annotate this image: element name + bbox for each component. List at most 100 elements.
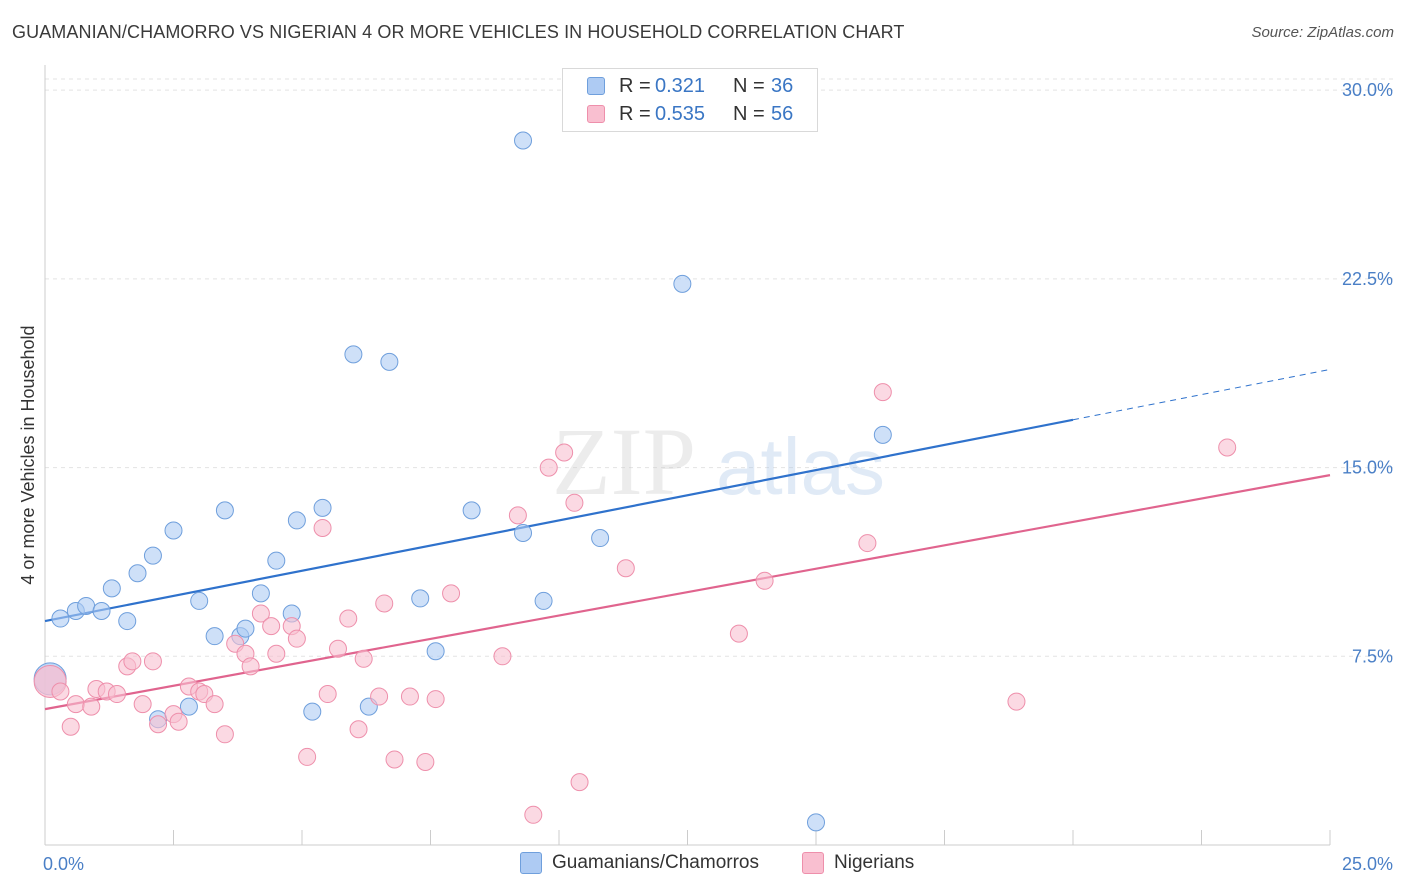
data-point-series-1[interactable] [66, 695, 85, 714]
data-point-series-1[interactable] [493, 647, 512, 666]
data-point-series-0[interactable] [92, 602, 111, 620]
data-point-series-0[interactable] [143, 546, 162, 565]
data-point-series-1[interactable] [873, 383, 892, 402]
data-point-series-1[interactable] [61, 717, 80, 736]
data-point-series-1[interactable] [1007, 692, 1026, 711]
data-point-series-1[interactable] [508, 506, 527, 525]
data-point-series-1[interactable] [385, 750, 404, 769]
data-point-series-1[interactable] [416, 752, 435, 771]
data-point-series-0[interactable] [205, 627, 224, 646]
data-point-series-1[interactable] [143, 652, 162, 671]
legend-n-label: N = [733, 102, 765, 125]
data-point-series-1[interactable] [328, 639, 347, 658]
data-point-series-1[interactable] [251, 604, 270, 623]
trend-line-0 [44, 418, 1074, 623]
data-point-series-0[interactable] [873, 425, 892, 444]
data-point-series-0[interactable] [807, 813, 825, 832]
data-point-series-1[interactable] [241, 657, 260, 676]
data-point-series-1[interactable] [298, 747, 317, 766]
data-point-series-1[interactable] [858, 534, 877, 553]
data-point-series-0[interactable] [313, 498, 332, 517]
legend-r-label: R = [619, 102, 651, 125]
data-point-series-0[interactable] [411, 589, 430, 608]
data-point-series-1[interactable] [400, 687, 419, 706]
data-point-series-0[interactable] [534, 591, 553, 610]
y-tick-label: 30.0% [1342, 80, 1393, 100]
bottom-legend-label: Guamanians/Chamorros [552, 852, 759, 873]
data-point-series-0[interactable] [380, 352, 399, 371]
data-point-series-1[interactable] [370, 687, 389, 706]
legend-swatch-nigerian [587, 105, 605, 123]
data-point-series-0[interactable] [287, 511, 306, 530]
bottom-legend-guamanian[interactable]: Guamanians/Chamorros [520, 852, 759, 874]
data-point-series-1[interactable] [82, 697, 101, 716]
data-point-series-0[interactable] [251, 584, 270, 603]
y-tick-label: 7.5% [1352, 646, 1393, 666]
data-point-series-0[interactable] [462, 501, 481, 520]
data-point-series-1[interactable] [1218, 438, 1237, 457]
bottom-legend-label: Nigerians [834, 852, 915, 873]
bottom-legend-nigerian[interactable]: Nigerians [802, 852, 914, 874]
data-point-series-0[interactable] [51, 609, 70, 628]
data-point-series-0[interactable] [267, 551, 286, 570]
data-point-series-1[interactable] [539, 458, 558, 477]
source-label: Source: ZipAtlas.com [1251, 24, 1394, 41]
data-point-series-1[interactable] [205, 695, 224, 714]
data-point-series-1[interactable] [616, 559, 635, 578]
data-point-series-1[interactable] [51, 682, 70, 701]
data-point-series-1[interactable] [755, 571, 774, 590]
trend-line-1 [44, 474, 1331, 711]
data-point-series-0[interactable] [236, 619, 255, 638]
data-point-series-1[interactable] [339, 609, 358, 628]
data-point-series-1[interactable] [133, 695, 152, 714]
data-points [33, 131, 1237, 832]
data-point-series-1[interactable] [215, 725, 234, 744]
data-point-series-0[interactable] [673, 274, 692, 293]
data-point-series-0[interactable] [426, 642, 445, 661]
data-point-series-1[interactable] [267, 644, 286, 663]
data-point-series-1[interactable] [149, 715, 168, 734]
legend-r-value: 0.321 [655, 74, 706, 97]
y-tick-label: 15.0% [1342, 458, 1393, 478]
gridlines [45, 78, 1394, 657]
data-point-series-1[interactable] [524, 805, 543, 824]
data-point-series-1[interactable] [318, 685, 337, 704]
data-point-series-1[interactable] [565, 493, 584, 512]
legend-n-label: N = [733, 74, 765, 97]
data-point-series-0[interactable] [514, 131, 533, 150]
data-point-series-0[interactable] [344, 345, 363, 364]
data-point-series-1[interactable] [426, 690, 445, 709]
data-point-series-1[interactable] [349, 720, 368, 739]
data-point-series-0[interactable] [128, 564, 147, 583]
data-point-series-0[interactable] [190, 591, 209, 610]
data-point-series-0[interactable] [591, 529, 610, 548]
data-point-series-0[interactable] [303, 702, 322, 721]
chart-title: GUAMANIAN/CHAMORRO VS NIGERIAN 4 OR MORE… [12, 22, 905, 42]
legend-r-value: 0.535 [655, 102, 706, 125]
data-point-series-1[interactable] [287, 629, 306, 648]
data-point-series-0[interactable] [77, 596, 96, 615]
data-point-series-1[interactable] [354, 649, 373, 668]
data-point-series-1[interactable] [375, 594, 394, 613]
data-point-series-1[interactable] [555, 443, 574, 462]
data-point-series-1[interactable] [123, 652, 142, 671]
trend-lines [44, 368, 1331, 711]
y-tick-labels: 7.5% 15.0% 22.5% 30.0% [1342, 80, 1393, 666]
data-point-series-0[interactable] [118, 612, 137, 631]
data-point-series-1[interactable] [570, 773, 589, 792]
y-tick-label: 22.5% [1342, 269, 1393, 289]
data-point-series-1[interactable] [107, 685, 126, 704]
data-point-series-0[interactable] [102, 579, 121, 598]
data-point-series-0[interactable] [164, 521, 183, 540]
trend-line-extension-0 [1072, 368, 1331, 421]
data-point-series-0[interactable] [215, 501, 234, 520]
data-point-series-0[interactable] [514, 524, 533, 542]
legend-row-nigerian: R = 0.535 N = 56 [587, 100, 793, 128]
data-point-series-1[interactable] [313, 518, 332, 537]
data-point-series-1[interactable] [262, 617, 281, 636]
data-point-series-1[interactable] [169, 712, 188, 731]
data-point-series-1[interactable] [442, 584, 461, 603]
data-point-series-1[interactable] [729, 624, 748, 643]
data-point-series-0[interactable] [179, 697, 198, 716]
